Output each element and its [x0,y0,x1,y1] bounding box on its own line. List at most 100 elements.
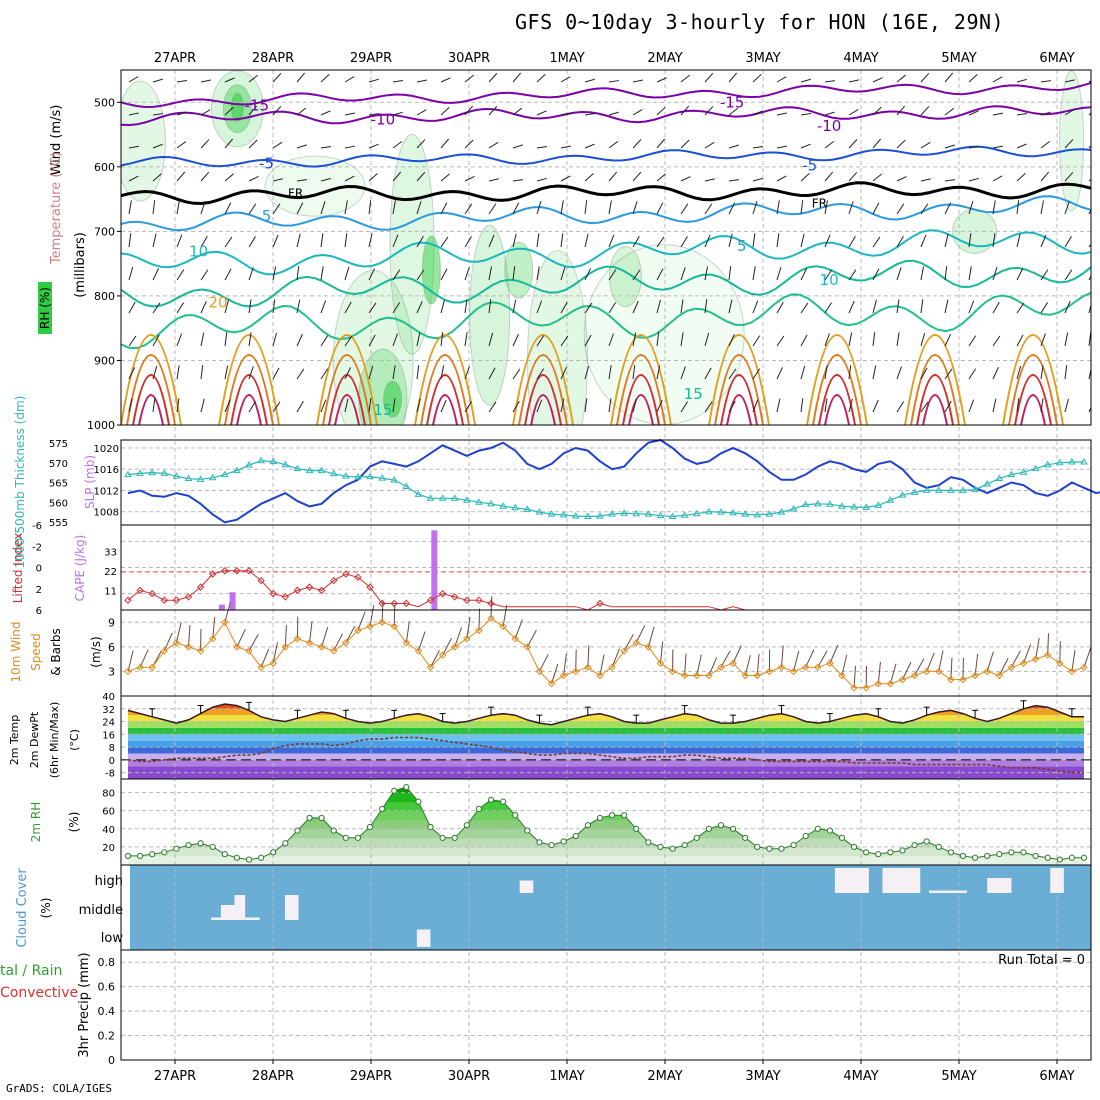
wind10m-barb [224,601,231,623]
t2m-tick-label: 32 [102,705,115,716]
wind-barb [320,368,329,380]
rh-marker [1044,854,1051,861]
wind-barb [344,301,352,314]
wind-barb [464,139,474,149]
isotherm-2 [121,145,1091,168]
wind-barb [944,266,948,281]
thickness-marker [475,498,483,505]
wind-barb [944,107,955,116]
thickness-marker [317,466,326,474]
wind-barb [368,233,373,248]
wind-barb [560,112,571,116]
wind-barb [200,332,205,347]
thickness-marker [801,500,810,508]
rh-marker [318,814,325,822]
wind-barb [704,106,714,116]
t2m-tick-label: 0 [109,756,115,767]
wind-barb [416,365,420,380]
wind10m-marker [463,634,471,643]
wind-barb [464,267,470,281]
wind-barb [392,200,396,215]
wind-barb [680,401,689,413]
wind-barb [584,78,595,83]
credit-label: GrADS: COLA/IGES [6,1082,112,1095]
thickness-marker [1080,457,1088,465]
wind-barb [536,266,540,281]
wind10m-barb [902,661,912,680]
rh-marker [391,787,398,794]
wind-barb [848,109,859,116]
wind-barb [680,332,684,347]
rh-legend-swatch [38,282,52,334]
warm-loop [806,334,868,425]
wind10m-marker [390,622,398,631]
wind-barb [488,73,498,83]
rh-marker [161,849,168,856]
wind-barb [440,268,448,281]
rh-marker [282,840,289,847]
wind-barb [656,268,664,281]
wind-barb [680,299,684,314]
wind10m-marker [269,659,277,667]
warm-loop [414,334,476,425]
wind10m-barb [175,621,182,643]
t2m-tick-label: -8 [105,769,115,780]
warm-loop [622,374,660,425]
thickness-marker [692,509,701,517]
wind-barb [224,365,229,380]
wind10m-marker [184,643,193,651]
li-marker [378,599,386,608]
wind-barb [920,141,931,149]
wind-barb [1088,243,1091,248]
rh-marker [729,825,737,832]
wind-barb [920,106,930,116]
wind10m-marker [487,614,495,622]
wind-barb [440,399,447,413]
wind-barb [416,109,427,116]
rh-marker [572,832,579,840]
wind-barb [1088,406,1091,413]
warm-loop [824,394,850,425]
wind-barb [1040,200,1044,215]
wind-barb [368,143,379,149]
wind-barb [608,80,620,83]
wind-barb [632,332,637,347]
wind-barb [608,141,619,149]
wind10m-barb [708,657,718,676]
cloud-ylabel-unit: (%) [39,898,53,919]
wind-barb [512,233,517,248]
wind-barb [896,267,902,281]
wind-barb [1016,173,1026,182]
wind-barb [320,110,331,116]
wind10m-barb [139,649,149,668]
isotherm-0 [121,82,1091,109]
wind-barb [680,105,690,116]
wind-barb [1064,269,1073,281]
wind-ylabel-unit: (m/s) [89,636,103,667]
wind-barb [1040,269,1049,281]
t2m-ylabel-0: 2m Temp [8,715,21,766]
wind10m-marker [402,639,411,647]
wind-barb [320,145,332,149]
wind-barb [488,401,497,413]
wind-barb [800,268,808,281]
wind-barb [464,332,468,347]
contour-label: FR [812,196,827,210]
wind-barb [824,111,835,116]
wind10m-barb [430,650,440,668]
rh-marker [560,838,567,845]
wind-barb [872,332,876,347]
cloud-block-high [1050,868,1064,893]
wind-barb [848,171,858,182]
thickness-marker [366,472,374,480]
thickness-marker [983,480,992,487]
slp-line [127,438,1100,524]
wind-barb [608,171,618,182]
li-tick-label: -2 [32,542,42,553]
isotherm-3 [121,181,1091,206]
wind-barb [368,365,374,380]
wind-barb [536,335,545,347]
wind10m-barb [551,663,559,684]
rh-marker [705,825,712,832]
wind-barb [392,111,403,116]
